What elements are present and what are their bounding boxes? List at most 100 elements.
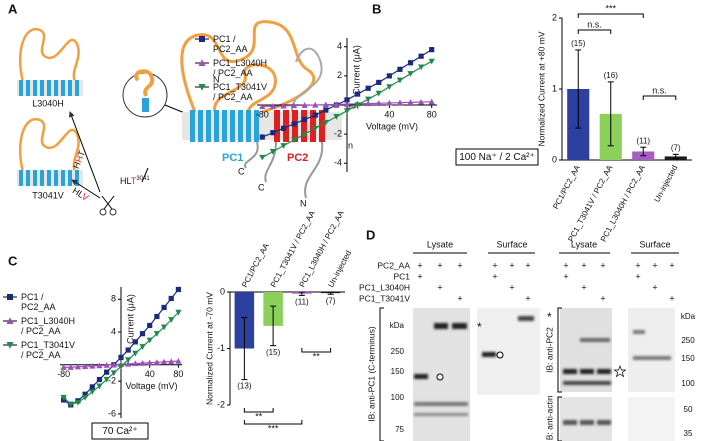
x-tick-label: -80: [256, 109, 269, 119]
lane-sign: +: [417, 271, 422, 281]
data-point: [153, 331, 161, 337]
data-point: [312, 112, 318, 118]
data-point: [67, 364, 74, 370]
y-tick-label: -4: [334, 158, 342, 168]
y-axis-label: Current (μA): [351, 45, 361, 95]
lane-sign: +: [669, 260, 674, 270]
data-point: [354, 91, 361, 97]
protein-label: PC2: [287, 152, 308, 164]
y-axis-label: Normalized Current at -70 mV: [204, 292, 214, 405]
x-tick-label: 80: [173, 369, 183, 379]
data-point: [386, 99, 393, 106]
data-point: [139, 331, 146, 337]
terminus-label: N: [300, 198, 307, 208]
data-point: [429, 47, 435, 53]
data-point: [154, 313, 160, 320]
protein-label: PC1: [222, 152, 243, 164]
residue: V: [80, 192, 90, 204]
mw-unit: kDa: [390, 321, 405, 330]
data-point: [60, 364, 67, 370]
data-point: [269, 103, 277, 109]
arrow-label: HLV: [71, 186, 91, 203]
data-point: [160, 358, 168, 365]
y-tick-label: 1: [552, 83, 557, 93]
n-label: (7): [326, 296, 336, 305]
data-point: [104, 369, 110, 375]
data-point: [407, 99, 414, 105]
data-point: [89, 362, 96, 369]
significance-bracket: [577, 13, 644, 18]
x-tick-label: 40: [384, 109, 394, 119]
legend-label: PC1_T3041V / PC2_AA: [21, 340, 76, 360]
data-point: [125, 347, 131, 353]
mw-marker: 250: [391, 347, 405, 356]
data-point: [301, 102, 308, 108]
data-point: [396, 99, 404, 106]
data-point: [396, 77, 404, 84]
data-point: [375, 100, 382, 106]
data-point: [280, 125, 287, 131]
mw-unit: kDa: [681, 312, 696, 321]
data-point: [81, 394, 89, 401]
data-point: [60, 394, 67, 401]
n-label: (16): [604, 71, 619, 80]
annotation-box: [455, 148, 539, 166]
panel-label: C: [8, 253, 18, 268]
data-point: [146, 337, 153, 344]
row-label: PC2_AA: [377, 260, 410, 270]
data-point: [428, 98, 435, 105]
data-point: [161, 304, 167, 311]
data-point: [344, 97, 350, 103]
y-tick-label: 4: [337, 41, 342, 51]
row-label: PC1_T3041V: [359, 293, 410, 303]
lane-sign: +: [652, 282, 657, 292]
mw-marker: 50: [684, 405, 693, 414]
mw-marker: 250: [681, 336, 695, 345]
y-tick-label: 8: [111, 294, 116, 304]
lane-sign: +: [525, 293, 530, 303]
legend-marker: [198, 84, 206, 91]
significance-label: ***: [605, 3, 616, 13]
lane-sign: +: [492, 271, 497, 281]
diagram: [15, 20, 342, 216]
lane-sign: +: [525, 260, 530, 270]
data-point: [407, 60, 414, 66]
lane-sign: +: [581, 282, 586, 292]
data-point: [118, 354, 124, 361]
legend-marker: [198, 59, 206, 66]
data-point: [259, 103, 266, 110]
data-point: [290, 102, 298, 109]
data-point: [259, 154, 266, 161]
data-point: [82, 391, 88, 397]
category-label: Un-injected: [326, 249, 353, 289]
lane-sign: +: [635, 260, 640, 270]
data-point: [280, 102, 287, 109]
site-residue: T: [131, 176, 137, 186]
x-axis-label: Voltage (mV): [125, 381, 177, 391]
data-point: [168, 317, 175, 323]
lane-sign: +: [652, 260, 657, 270]
y-tick-label: 0: [220, 286, 225, 296]
band-asterisk: *: [547, 310, 552, 324]
legend-marker: [6, 342, 14, 349]
lane-sign: +: [669, 293, 674, 303]
mw-marker: 75: [395, 425, 404, 434]
significance-bracket: [243, 408, 274, 413]
data-point: [312, 125, 319, 132]
y-tick-label: 0: [552, 154, 557, 164]
significance-label: n.s.: [587, 19, 602, 29]
blot-header: Lysate: [427, 239, 453, 249]
data-point: [81, 363, 89, 370]
data-point: [270, 130, 276, 136]
residue: H: [71, 160, 83, 170]
y-tick-label: 2: [337, 70, 342, 80]
data-point: [322, 119, 329, 126]
lane-sign: +: [437, 260, 442, 270]
residue: H: [74, 154, 86, 164]
lane-sign: +: [437, 282, 442, 292]
data-point: [333, 114, 340, 120]
data-point: [160, 324, 168, 331]
data-point: [175, 309, 182, 316]
data-point: [132, 350, 139, 357]
